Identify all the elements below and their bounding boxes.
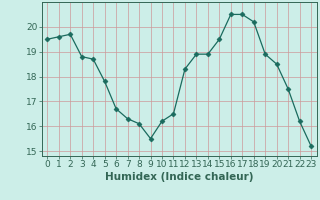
X-axis label: Humidex (Indice chaleur): Humidex (Indice chaleur) (105, 172, 253, 182)
